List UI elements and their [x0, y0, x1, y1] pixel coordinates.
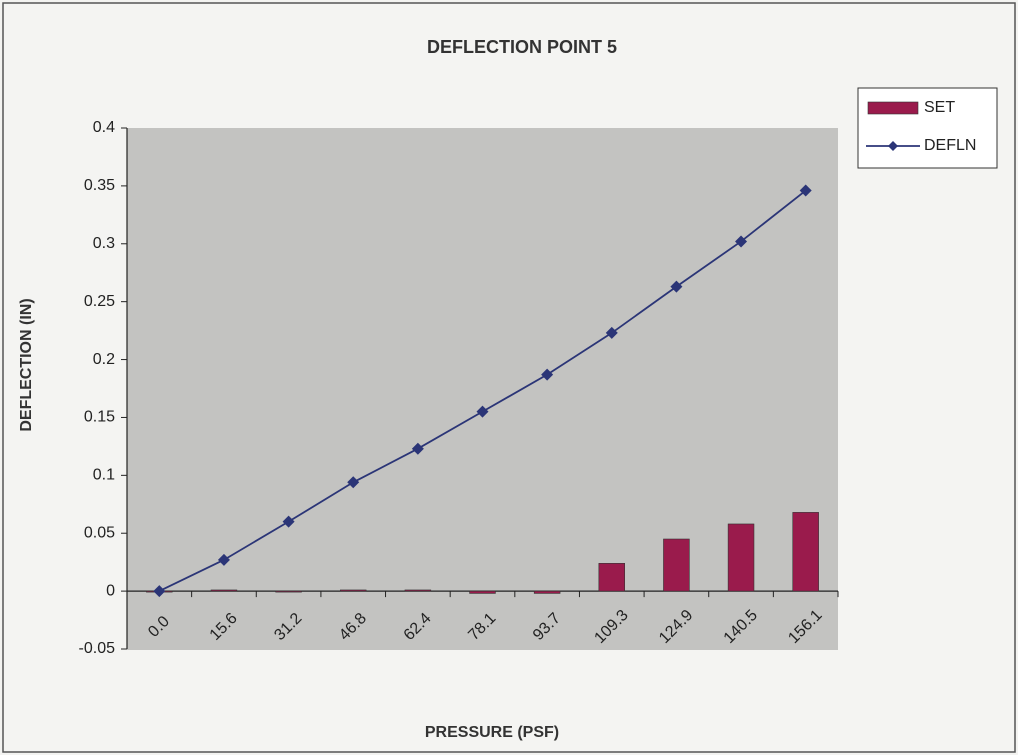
marker	[541, 368, 554, 381]
y-tick-label: 0.25	[84, 293, 115, 310]
legend	[857, 87, 998, 169]
bar	[275, 590, 302, 593]
legend-swatch	[867, 101, 919, 115]
bar	[663, 538, 690, 592]
y-tick-label: 0.05	[84, 524, 115, 541]
bar	[792, 512, 819, 592]
marker	[476, 405, 489, 418]
bar	[598, 563, 626, 592]
marker	[217, 553, 230, 566]
y-tick-label: -0.05	[79, 640, 116, 657]
legend-marker	[888, 141, 898, 151]
y-tick-label: 0	[106, 582, 115, 599]
y-tick-label: 0.15	[84, 409, 115, 426]
y-axis-label: DEFLECTION (IN)	[18, 298, 35, 431]
y-tick-label: 0.1	[93, 467, 115, 484]
y-tick-label: 0.35	[84, 177, 115, 194]
bar	[727, 523, 755, 592]
y-tick-label: 0.2	[93, 351, 115, 368]
bar	[404, 589, 432, 592]
marker	[670, 280, 683, 293]
bar	[469, 590, 496, 594]
marker	[605, 326, 618, 339]
bar	[533, 590, 561, 594]
marker	[153, 585, 166, 598]
marker	[411, 442, 424, 455]
y-tick-label: 0.3	[93, 235, 115, 252]
legend-label: SET	[924, 99, 955, 116]
marker	[347, 476, 360, 489]
plot-area	[127, 128, 838, 650]
chart-title: DEFLECTION POINT 5	[427, 37, 617, 57]
y-tick-label: 0.4	[93, 119, 115, 136]
legend-label: DEFLN	[924, 137, 976, 154]
x-axis-label: PRESSURE (PSF)	[425, 724, 559, 741]
bar	[339, 589, 367, 592]
marker	[735, 235, 748, 248]
bar	[210, 589, 238, 592]
marker	[282, 515, 295, 528]
marker	[799, 184, 812, 197]
